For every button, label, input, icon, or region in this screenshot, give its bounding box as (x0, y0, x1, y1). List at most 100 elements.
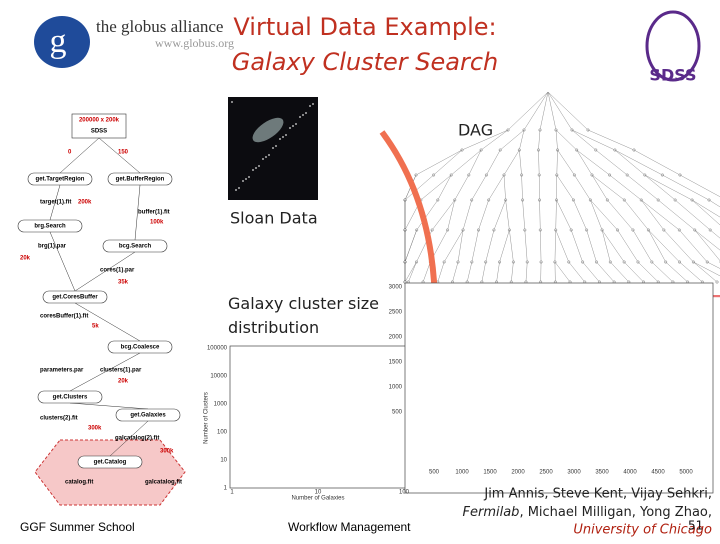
dag-edge (408, 262, 416, 282)
wf-size: 200k (78, 200, 92, 206)
y-label: Number of Clusters (204, 392, 210, 444)
dag-edge (610, 175, 642, 200)
star (285, 134, 287, 136)
dag-edge (571, 230, 582, 262)
dag-edge (548, 92, 588, 130)
wf-size: 20k (118, 379, 129, 385)
wf-sdss: SDSS (91, 129, 107, 135)
dag-edge (572, 130, 615, 150)
wf-node-label: get.Catalog (94, 460, 127, 466)
dag-edge (615, 150, 663, 175)
dag-edge (577, 150, 610, 175)
dag-edge (557, 175, 574, 200)
star (265, 156, 267, 158)
star (242, 180, 244, 182)
dag-edge (556, 200, 557, 230)
dag-edge (540, 92, 548, 130)
dag-edge (472, 230, 479, 262)
dag-edge (438, 175, 451, 200)
y-tick-label: 10000 (210, 374, 227, 380)
plot-frame (405, 283, 713, 493)
y-tick-label: 100 (217, 430, 228, 436)
dag-edge (538, 150, 539, 175)
dag-edge (610, 262, 629, 282)
label-box: Galaxy cluster size distribution (228, 292, 388, 342)
dag-node (443, 261, 446, 264)
dag-node (446, 229, 449, 232)
star (295, 123, 297, 125)
dag-edge (658, 200, 695, 230)
dag-edge (648, 230, 679, 262)
x-tick-label: 4000 (623, 470, 637, 476)
dag-edge (540, 200, 541, 230)
dag-edge (645, 175, 692, 200)
dag-edge (494, 200, 506, 230)
logo-g: g (50, 23, 67, 60)
star (299, 116, 301, 118)
credit-fermilab: Fermilab (463, 505, 520, 520)
x-tick-label: 3500 (595, 470, 609, 476)
dag-edge (590, 200, 617, 230)
dag-edge (548, 92, 572, 130)
credit: Fermilab, Michael Milligan, Yong Zhao, (463, 505, 713, 520)
dag-edge (452, 262, 458, 282)
dag-edge (421, 175, 451, 200)
dag-edge (558, 150, 575, 175)
wf-node-label: get.TargetRegion (36, 177, 85, 183)
dag-edge (662, 175, 709, 200)
wf-file: buffer(1).fit (138, 210, 170, 216)
wf-file: galcatalog(2).fit (115, 436, 159, 442)
x-tick-label: 4500 (651, 470, 665, 476)
dag-node (716, 281, 719, 284)
wf-node-label: bcg.Search (119, 244, 152, 250)
wf-file: galcatalog.fit (145, 480, 182, 486)
dag-edge (693, 262, 720, 282)
wf-num: 0 (68, 150, 72, 156)
x-tick-label: 100 (399, 490, 410, 496)
x-tick-label: 2000 (511, 470, 525, 476)
wf-size: 300k (160, 449, 174, 455)
dag-edge (486, 150, 500, 175)
dag-edge (633, 230, 652, 262)
wf-node-label: get.Clusters (53, 395, 88, 401)
dag-edge (624, 262, 643, 282)
dag-edge (455, 175, 469, 200)
dag-edge (556, 130, 558, 150)
dag-edge (511, 262, 513, 282)
star (268, 154, 270, 156)
dag-edge (596, 262, 614, 282)
sdss-text: SDSS (649, 66, 696, 85)
dag-edge (556, 200, 571, 230)
dag-edge (525, 230, 527, 262)
wf-node-label: get.BufferRegion (116, 177, 165, 183)
dag-edge (444, 230, 463, 262)
dag-edge (405, 230, 417, 262)
dag-edge (574, 175, 590, 200)
dag-edge (508, 92, 548, 130)
dag-edge (509, 230, 513, 262)
wf-node-label: get.Galaxies (130, 413, 166, 419)
dag-edge (469, 150, 481, 175)
dag-edge (451, 150, 481, 175)
wf-file: coresBuffer(1).fit (40, 314, 88, 320)
dag-edge (675, 200, 710, 230)
dag-edge (556, 230, 569, 262)
wf-file: brg(1).par (38, 244, 67, 250)
x-tick-label: 5000 (679, 470, 693, 476)
dag-edge (577, 150, 592, 175)
x-tick-label: 3000 (567, 470, 581, 476)
star (282, 136, 284, 138)
dag-edge (538, 130, 540, 150)
wf-size: 5k (92, 324, 99, 330)
dag-edge (679, 230, 707, 262)
logo-text: the globus alliance (96, 17, 223, 36)
wf-edge (50, 232, 75, 291)
label: DAG (458, 121, 493, 140)
dag-node (415, 229, 418, 232)
dag-edge (458, 230, 463, 262)
wf-num: 150 (118, 150, 129, 156)
dag-edge (522, 175, 523, 200)
dag-node (485, 174, 488, 177)
dag-edge (556, 130, 577, 150)
wf-file: clusters(1).par (100, 368, 142, 374)
